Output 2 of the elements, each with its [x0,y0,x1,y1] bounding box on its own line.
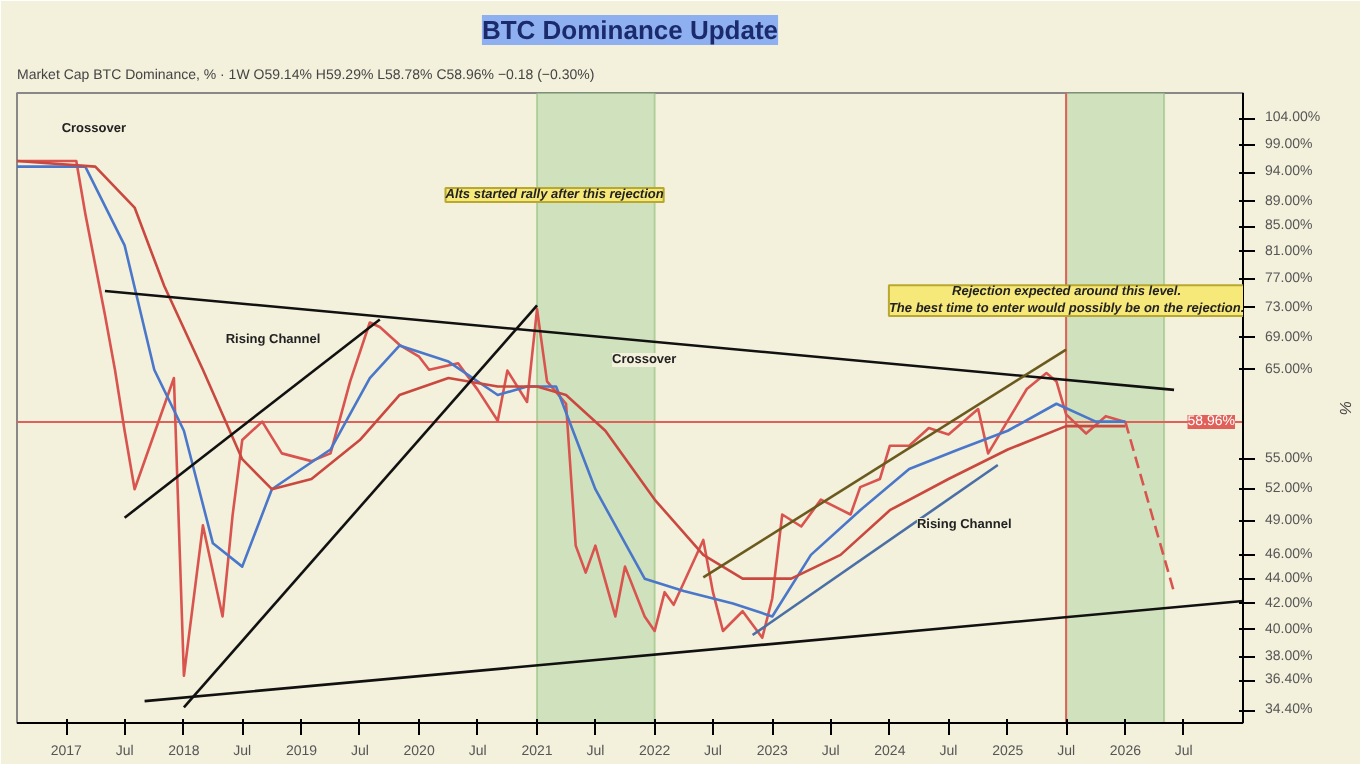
chart-title: BTC Dominance Update [481,15,779,45]
y-axis-title: % [1336,400,1355,416]
